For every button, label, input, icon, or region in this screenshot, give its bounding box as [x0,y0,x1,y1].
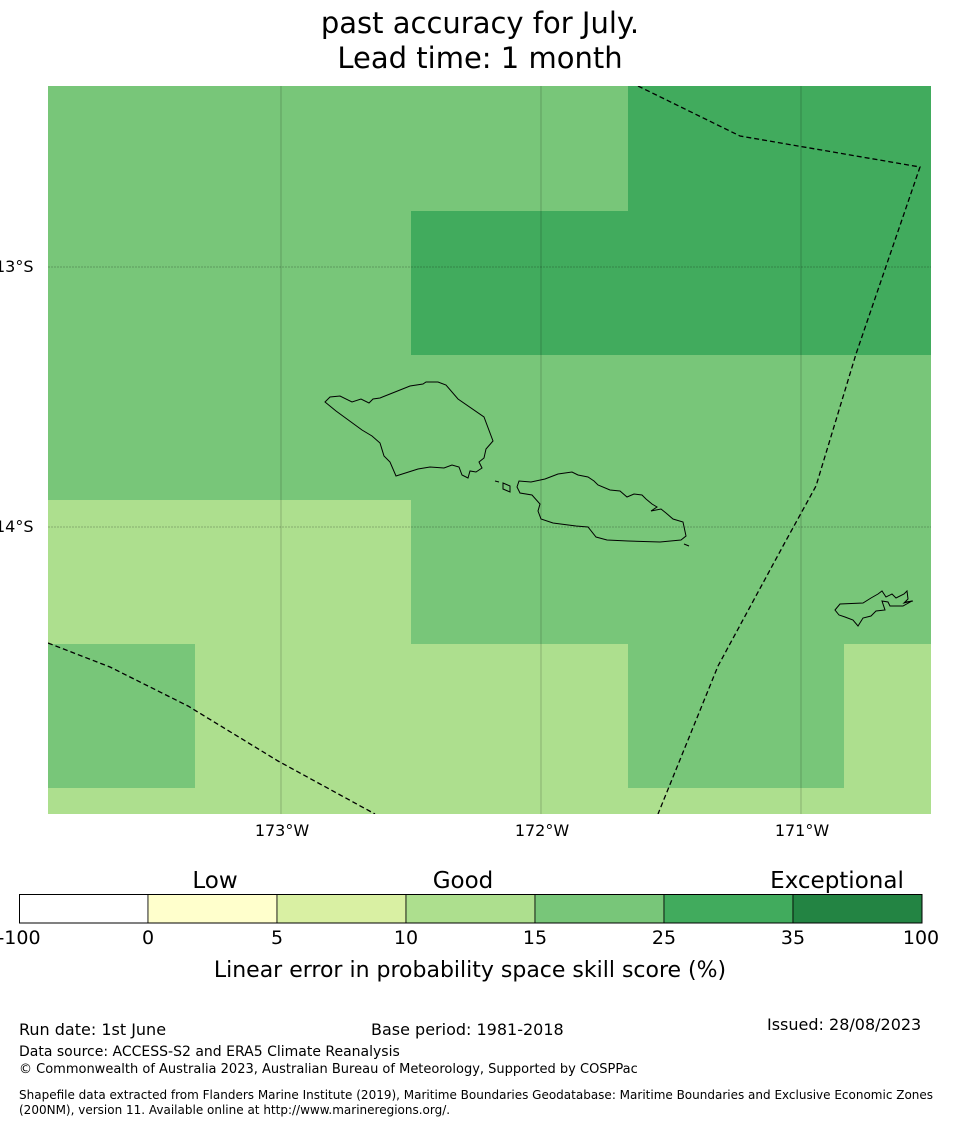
copyright-notice: © Commonwealth of Australia 2023, Austra… [19,1062,638,1077]
base-period: Base period: 1981-2018 [371,1020,564,1039]
run-date: Run date: 1st June [19,1020,167,1039]
colorbar-category-good: Good [432,868,494,894]
data-source: Data source: ACCESS-S2 and ERA5 Climate … [19,1044,400,1060]
colorbar-tick-5: 5 [270,927,284,949]
colorbar [19,894,923,924]
colorbar-segment-7 [792,894,923,924]
skill-cell-mid-south-west [48,644,195,788]
colorbar-tick-0: 0 [141,927,155,949]
colorbar-segment-6 [663,894,794,924]
skill-grid [48,86,931,814]
lon-label-171w: 171°W [774,821,830,840]
islet-manono [502,482,511,493]
lat-label-14s: 14°S [0,517,34,536]
colorbar-segment-3 [276,894,407,924]
skill-cell-mid-south-east [628,644,844,788]
lon-label-173w: 173°W [254,821,310,840]
colorbar-tick-15: 15 [522,927,548,949]
eez-boundary-west [48,642,376,814]
issued-date: Issued: 28/08/2023 [767,1015,922,1034]
colorbar-axis-label: Linear error in probability space skill … [213,958,727,983]
colorbar-segment-4 [405,894,536,924]
islet-nuutele [683,543,690,547]
skill-cell-mid-east [411,355,931,500]
colorbar-tick-35: 35 [780,927,806,949]
coastlines [324,381,914,627]
eez-boundaries [48,86,921,814]
eez-boundary-east [637,86,921,814]
lon-label-172w: 172°W [514,821,570,840]
skill-cell-mid-centre [411,500,931,644]
colorbar-category-low: Low [192,868,238,894]
skill-cell-high-band [411,211,931,355]
shapefile-credit-line-2: (200NM), version 11. Available online at… [19,1103,451,1117]
skill-score-map [48,86,931,814]
colorbar-segment-1 [19,894,149,924]
colorbar-segment-2 [147,894,278,924]
colorbar-segment-5 [534,894,665,924]
map-title-line-1: past accuracy for July. [320,6,640,40]
colorbar-outline [19,894,923,924]
lat-label-13s: 13°S [0,257,34,276]
island-upolu-outline [516,471,687,543]
colorbar-tick-100: 100 [902,927,940,949]
map-title-line-2: Lead time: 1 month [337,41,623,75]
islet-aunuu [905,600,914,603]
skill-cell-high-north-east [628,86,931,211]
colorbar-tick-10: 10 [393,927,419,949]
islet-apolima [494,480,500,483]
island-savaii-outline [324,381,494,479]
colorbar-tick-minus100: -100 [0,927,41,949]
shapefile-credit-line-1: Shapefile data extracted from Flanders M… [19,1088,934,1102]
colorbar-tick-25: 25 [651,927,677,949]
colorbar-category-exceptional: Exceptional [770,868,904,894]
graticule [48,86,931,814]
